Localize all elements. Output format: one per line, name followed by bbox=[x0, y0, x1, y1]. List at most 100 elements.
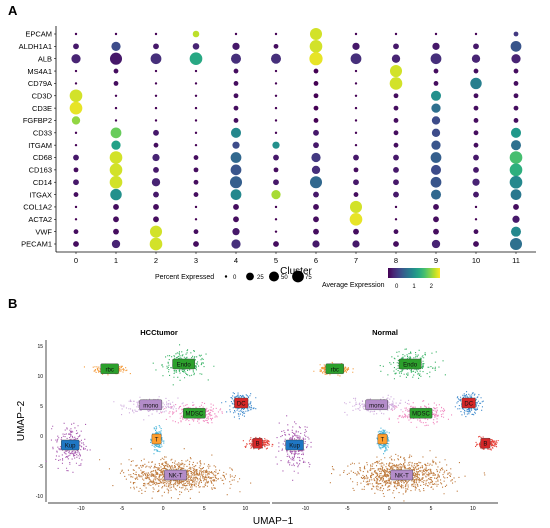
gene-tick-label: CD33 bbox=[33, 129, 52, 138]
dot bbox=[393, 191, 399, 198]
cluster-label: mono bbox=[143, 403, 159, 409]
umap-x-tick-label: -5 bbox=[120, 506, 125, 512]
dot bbox=[513, 118, 519, 123]
dot bbox=[233, 204, 239, 210]
dot bbox=[510, 226, 522, 237]
cluster-label: Kup bbox=[65, 444, 76, 450]
dot bbox=[194, 143, 198, 147]
dot bbox=[194, 218, 198, 221]
dot bbox=[230, 164, 242, 176]
dot bbox=[353, 167, 359, 173]
dot bbox=[513, 93, 519, 99]
dot bbox=[74, 82, 78, 85]
umap-y-axis-title: UMAP−2 bbox=[16, 400, 27, 441]
umap-y-tick-label: 0 bbox=[40, 434, 43, 440]
dot bbox=[193, 241, 199, 247]
dot bbox=[194, 131, 198, 135]
cluster-label-box bbox=[234, 397, 249, 409]
dot bbox=[430, 176, 442, 188]
dot bbox=[391, 54, 401, 63]
size-legend-dot bbox=[268, 271, 280, 282]
dot bbox=[313, 204, 319, 210]
umap-y-tick-label: 15 bbox=[37, 344, 43, 350]
dot bbox=[110, 127, 122, 139]
dot bbox=[393, 118, 399, 123]
dot bbox=[430, 152, 442, 163]
dot bbox=[150, 53, 162, 65]
cluster-label-box bbox=[100, 363, 119, 375]
dot bbox=[194, 69, 198, 73]
dot bbox=[432, 42, 440, 50]
dot bbox=[313, 228, 319, 235]
dot bbox=[393, 43, 399, 50]
dot bbox=[354, 106, 358, 110]
color-legend-tick: 2 bbox=[430, 284, 434, 290]
dot bbox=[73, 192, 79, 197]
cluster-label: mono bbox=[369, 403, 385, 409]
dot bbox=[154, 32, 158, 36]
gene-tick-label: CD79A bbox=[28, 79, 52, 88]
dot bbox=[473, 154, 479, 161]
dot bbox=[510, 40, 522, 52]
size-legend-label: 0 bbox=[233, 275, 237, 281]
size-legend-label: 75 bbox=[305, 275, 312, 281]
dot bbox=[232, 228, 240, 236]
dot bbox=[273, 241, 279, 247]
dot bbox=[149, 225, 163, 238]
dot bbox=[233, 105, 239, 111]
color-legend-bar bbox=[388, 268, 440, 278]
dot bbox=[153, 216, 159, 223]
gene-tick-label: VWF bbox=[35, 227, 52, 236]
dot bbox=[313, 81, 319, 86]
dot bbox=[194, 119, 198, 122]
cluster-label: Endo bbox=[177, 363, 192, 369]
cluster-label: NK-T bbox=[168, 474, 182, 480]
gene-tick-label: EPCAM bbox=[25, 30, 52, 39]
dot bbox=[232, 42, 240, 50]
dot bbox=[353, 179, 359, 186]
size-legend-label: 50 bbox=[281, 275, 288, 281]
dot bbox=[114, 32, 118, 36]
dot bbox=[313, 216, 319, 223]
cluster-label: B bbox=[483, 442, 487, 448]
dot bbox=[151, 178, 161, 187]
cluster-tick-label: 2 bbox=[154, 256, 158, 265]
dot bbox=[189, 52, 203, 66]
cluster-label-box bbox=[409, 407, 433, 419]
cluster-label-box bbox=[61, 439, 80, 451]
dot bbox=[233, 81, 239, 86]
dot bbox=[473, 191, 479, 198]
dot bbox=[230, 53, 242, 64]
dot bbox=[110, 188, 122, 201]
dot bbox=[393, 154, 399, 161]
umap-x-tick-label: 0 bbox=[162, 506, 165, 512]
dot bbox=[313, 93, 319, 99]
dot bbox=[74, 32, 78, 36]
dot bbox=[474, 32, 478, 36]
dot bbox=[472, 178, 480, 186]
dot bbox=[232, 141, 240, 149]
umap-y-tick-label: 10 bbox=[37, 374, 43, 380]
umap-panel-title: Normal bbox=[372, 328, 398, 337]
dot bbox=[114, 94, 118, 97]
gene-tick-label: ALB bbox=[38, 54, 52, 63]
dot bbox=[153, 204, 159, 210]
dot bbox=[194, 94, 198, 97]
dot bbox=[393, 93, 399, 99]
dot bbox=[473, 229, 479, 235]
dot bbox=[394, 218, 398, 221]
dot bbox=[233, 216, 239, 223]
dot bbox=[274, 131, 278, 135]
dot bbox=[309, 176, 323, 189]
dot bbox=[313, 68, 319, 74]
dot bbox=[473, 241, 479, 247]
dot-plot-chart: EPCAM ALDH1A1 ALB MS4A1 CD79A CD3D CD3E FGFBP2 C… bbox=[19, 26, 536, 290]
dot bbox=[234, 32, 238, 36]
dot bbox=[193, 192, 199, 197]
cluster-label-box bbox=[365, 399, 388, 411]
dot bbox=[510, 189, 522, 200]
dot bbox=[313, 105, 319, 111]
size-legend-dot bbox=[292, 270, 304, 283]
dot bbox=[230, 152, 242, 163]
cluster-tick-label: 8 bbox=[394, 256, 398, 265]
